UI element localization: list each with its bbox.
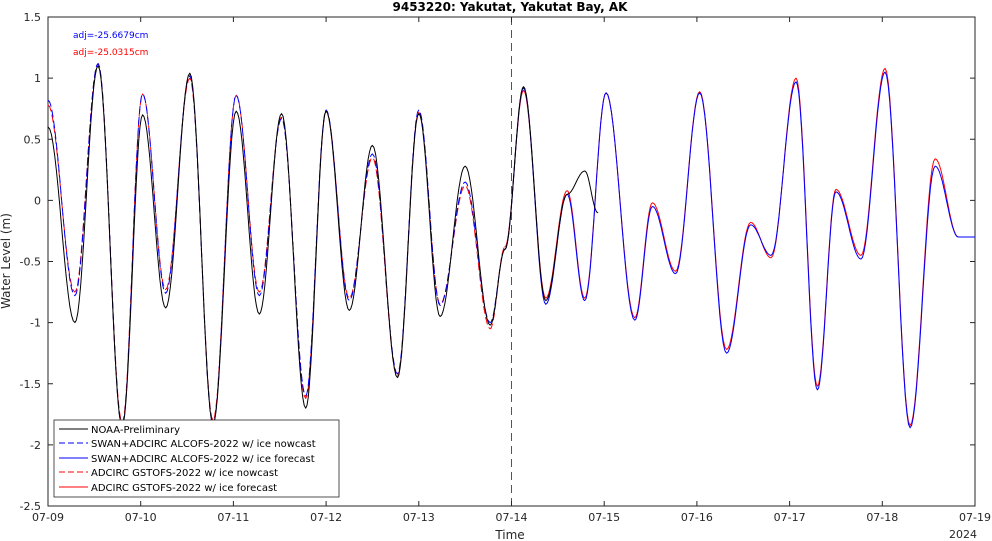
y-axis-label: Water Level (m) xyxy=(0,213,13,309)
legend: NOAA-Preliminary SWAN+ADCIRC ALCOFS-2022… xyxy=(53,419,340,498)
x-tick-label: 07-14 xyxy=(496,511,528,524)
x-tick-label: 07-15 xyxy=(588,511,620,524)
y-tick-label: -1 xyxy=(30,317,41,330)
x-tick-label: 07-18 xyxy=(866,511,898,524)
y-tick-label: 1.5 xyxy=(24,11,42,24)
y-tick-label: 1 xyxy=(34,72,41,85)
legend-label-alcofs-forecast: SWAN+ADCIRC ALCOFS-2022 w/ ice forecast xyxy=(91,454,315,465)
y-tick-label: -2 xyxy=(30,439,41,452)
chart-title: 9453220: Yakutat, Yakutat Bay, AK xyxy=(393,0,629,14)
y-axis-ticks: 1.5 1 0.5 0 -0.5 -1 -1.5 -2 -2.5 xyxy=(20,11,975,513)
x-tick-label: 07-19 xyxy=(959,511,991,524)
legend-box xyxy=(53,419,340,498)
y-tick-label: -2.5 xyxy=(20,500,41,513)
series-layer xyxy=(47,63,976,429)
legend-label-noaa: NOAA-Preliminary xyxy=(91,425,180,436)
y-tick-label: -1.5 xyxy=(20,378,41,391)
y-tick-label: 0.5 xyxy=(24,133,42,146)
adjustment-annotation-red: adj=-25.0315cm xyxy=(73,48,148,58)
x-tick-label: 07-13 xyxy=(403,511,435,524)
x-tick-label: 07-12 xyxy=(310,511,342,524)
legend-label-gstofs-nowcast: ADCIRC GSTOFS-2022 w/ ice nowcast xyxy=(91,468,278,479)
y-tick-label: -0.5 xyxy=(20,256,41,269)
y-tick-label: 0 xyxy=(34,194,41,207)
x-tick-label: 07-11 xyxy=(217,511,249,524)
x-axis-year-label: 2024 xyxy=(949,528,977,541)
x-tick-label: 07-16 xyxy=(681,511,713,524)
x-tick-label: 07-09 xyxy=(32,511,64,524)
series-line-alc_fc xyxy=(504,71,976,429)
series-line-obs xyxy=(47,65,599,427)
x-tick-label: 07-10 xyxy=(125,511,157,524)
x-axis-label: Time xyxy=(494,528,524,541)
x-tick-label: 07-17 xyxy=(774,511,806,524)
legend-label-gstofs-forecast: ADCIRC GSTOFS-2022 w/ ice forecast xyxy=(91,483,277,494)
x-axis-ticks: 07-09 07-10 07-11 07-12 07-13 07-14 07-15 07-16… xyxy=(32,17,991,524)
adjustment-annotation-blue: adj=-25.6679cm xyxy=(73,31,148,41)
legend-label-alcofs-nowcast: SWAN+ADCIRC ALCOFS-2022 w/ ice nowcast xyxy=(91,439,316,450)
